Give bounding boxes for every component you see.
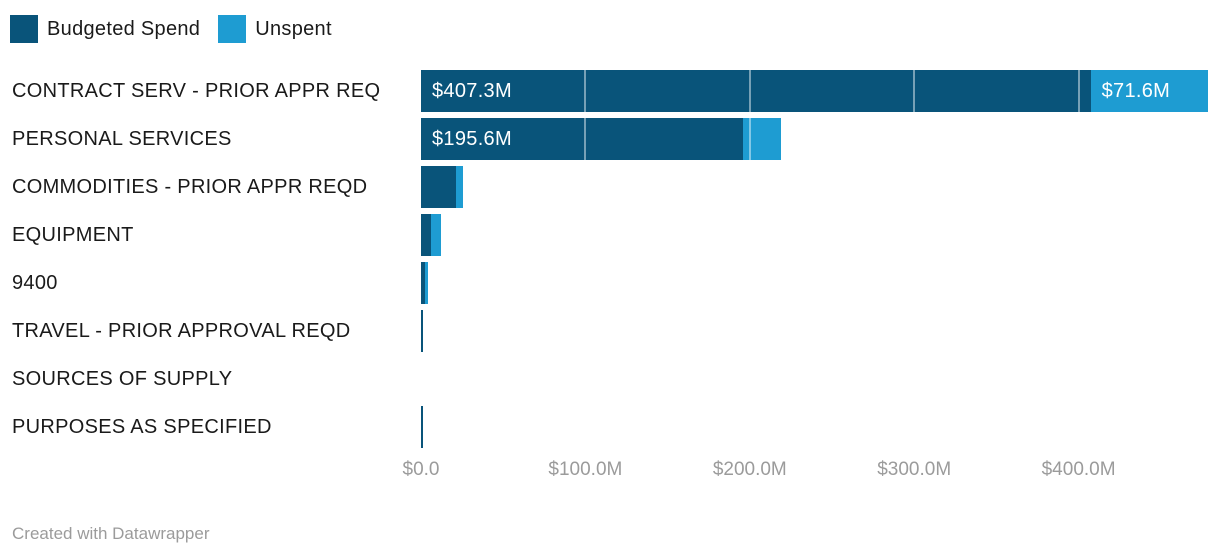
bar-row [421, 214, 441, 256]
category-label: EQUIPMENT [12, 224, 134, 246]
category-label: PURPOSES AS SPECIFIED [12, 416, 272, 438]
bar-segment-unspent[interactable] [424, 262, 428, 304]
x-axis-tick-label: $400.0M [1041, 459, 1116, 480]
legend-label-unspent: Unspent [255, 18, 332, 40]
bar-value-label: $71.6M [1101, 79, 1171, 102]
x-axis-tick-label: $300.0M [877, 459, 952, 480]
bar-row [421, 406, 423, 448]
category-label: PERSONAL SERVICES [12, 128, 232, 150]
x-axis-tick-label: $0.0 [402, 459, 440, 480]
bar-row: $195.6M [421, 118, 782, 160]
bar-segment-budgeted[interactable]: $407.3M [421, 70, 1091, 112]
bar-segment-budgeted[interactable] [421, 406, 423, 448]
gridline [913, 70, 916, 448]
bar-segment-budgeted[interactable] [421, 262, 425, 304]
bar-value-label: $407.3M [432, 79, 512, 102]
category-label: COMMODITIES - PRIOR APPR REQD [12, 176, 368, 198]
budgeted-swatch-icon [10, 15, 38, 43]
bar-row [421, 262, 428, 304]
bar-row: $407.3M $71.6M [421, 70, 1209, 112]
gridline [1077, 70, 1080, 448]
x-axis-tick-label: $200.0M [712, 459, 787, 480]
category-label: CONTRACT SERV - PRIOR APPR REQ [12, 80, 381, 102]
legend: Budgeted Spend Unspent [10, 15, 332, 43]
bar-segment-unspent[interactable] [430, 214, 441, 256]
datawrapper-credit-link[interactable]: Created with Datawrapper [12, 524, 210, 543]
bar-segment-budgeted[interactable] [421, 166, 456, 208]
x-axis-tick-label: $100.0M [548, 459, 623, 480]
bar-segment-budgeted[interactable] [421, 214, 431, 256]
bar-segment-budgeted[interactable]: $195.6M [421, 118, 743, 160]
bar-row [421, 166, 464, 208]
bar-segment-unspent[interactable] [742, 118, 782, 160]
legend-item-budgeted: Budgeted Spend [10, 15, 200, 43]
legend-item-unspent: Unspent [218, 15, 332, 43]
bar-row [421, 310, 423, 352]
unspent-swatch-icon [218, 15, 247, 43]
bar-segment-unspent[interactable]: $71.6M [1090, 70, 1209, 112]
category-label: 9400 [12, 272, 58, 294]
legend-label-budgeted: Budgeted Spend [47, 18, 201, 40]
category-label: TRAVEL - PRIOR APPROVAL REQD [12, 320, 351, 342]
category-label: SOURCES OF SUPPLY [12, 368, 233, 390]
bar-segment-unspent[interactable] [456, 166, 464, 208]
bar-value-label: $195.6M [432, 127, 512, 150]
bar-segment-budgeted[interactable] [421, 310, 423, 352]
